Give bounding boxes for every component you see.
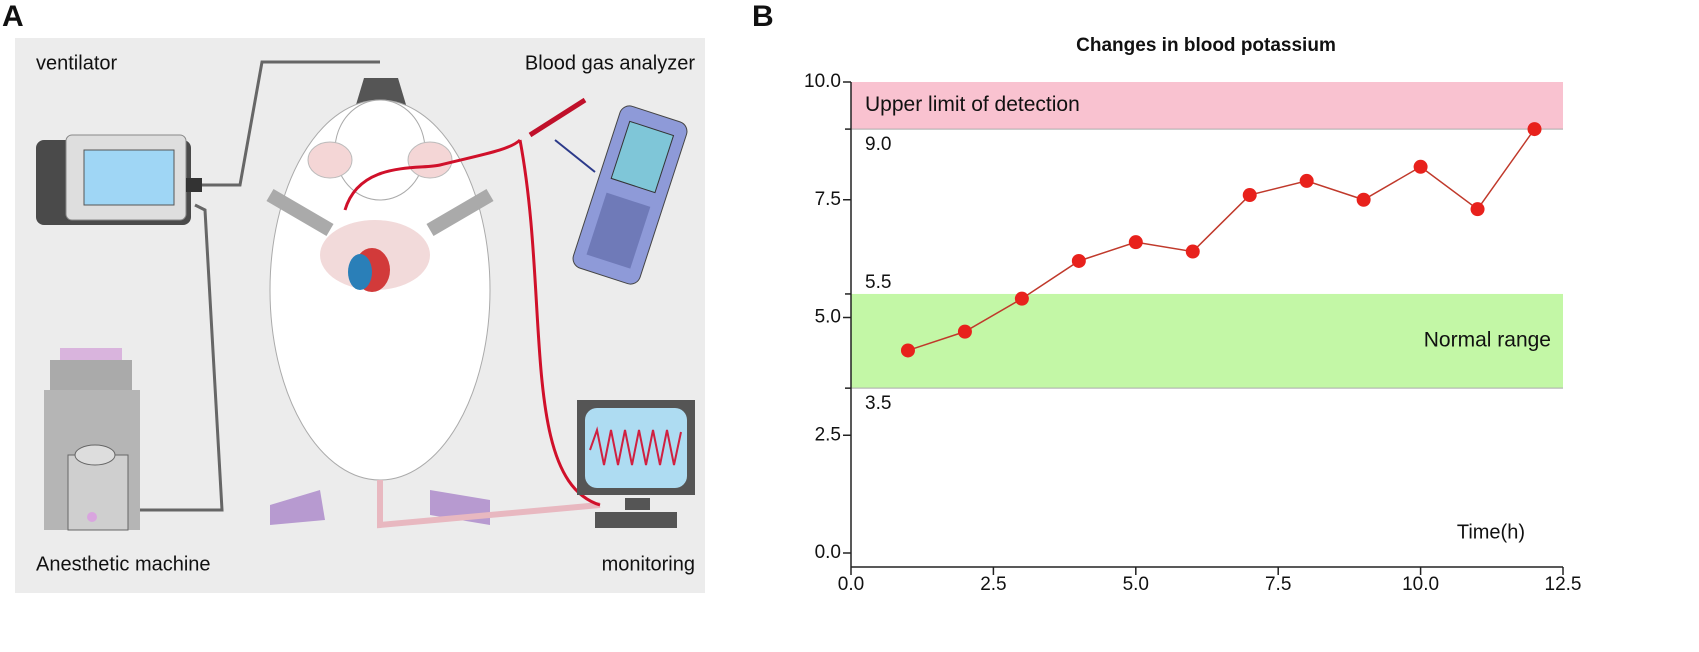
forelimb <box>266 188 494 237</box>
panel-a-illustration <box>15 38 705 593</box>
monitor-stand <box>625 498 650 510</box>
x-tick-label: 0.0 <box>838 574 864 595</box>
panel-label: B <box>752 0 774 33</box>
data-point <box>1185 244 1200 259</box>
keyboard <box>595 512 677 528</box>
data-point <box>900 343 915 358</box>
analyzer-keys <box>586 192 651 269</box>
y-tick-label: 10.0 <box>804 71 841 92</box>
band <box>851 82 1563 130</box>
data-point <box>1128 235 1143 250</box>
ear <box>407 141 453 179</box>
panel-label: A <box>2 0 24 33</box>
data-point <box>1527 122 1542 137</box>
tube <box>140 203 224 512</box>
machine-top <box>50 360 132 390</box>
vaporizer <box>67 454 129 531</box>
data-point <box>1356 192 1371 207</box>
connector <box>186 178 202 192</box>
device-label: monitoring <box>602 553 695 575</box>
hindlimbs <box>270 490 490 525</box>
device-label: ventilator <box>36 52 117 74</box>
x-axis-label: Time(h) <box>1457 521 1525 543</box>
data-point <box>957 324 972 339</box>
band <box>851 293 1563 389</box>
y-tick-label: 7.5 <box>815 189 841 210</box>
data-point <box>1299 173 1314 188</box>
chart-title: Changes in blood potassium <box>1076 35 1336 56</box>
data-point <box>1014 291 1029 306</box>
device-label: Blood gas analyzer <box>525 52 695 74</box>
x-tick-label: 12.5 <box>1545 574 1582 595</box>
x-tick-label: 2.5 <box>980 574 1006 595</box>
device-label: Anesthetic machine <box>36 553 211 575</box>
catheter <box>518 139 601 507</box>
ear <box>307 141 353 179</box>
band-edge-label: 3.5 <box>865 393 891 414</box>
arrow <box>554 139 596 173</box>
band-edge-label: 5.5 <box>865 272 891 293</box>
tail <box>377 480 601 529</box>
y-tick-label: 5.0 <box>815 307 841 328</box>
data-point <box>1242 188 1257 203</box>
y-tick-label: 2.5 <box>815 424 841 445</box>
data-point <box>1071 253 1086 268</box>
ventilator-screen <box>83 149 175 206</box>
dial <box>74 444 116 466</box>
catheter <box>343 138 522 211</box>
x-tick-label: 10.0 <box>1402 574 1439 595</box>
band-label: Upper limit of detection <box>865 93 1080 116</box>
y-tick-label: 0.0 <box>815 542 841 563</box>
data-point <box>1413 159 1428 174</box>
band-edge-label: 9.0 <box>865 134 891 155</box>
syringe <box>528 97 587 138</box>
analyzer-screen <box>610 120 675 194</box>
waveform <box>589 426 682 466</box>
series-line <box>907 128 1536 352</box>
knob <box>87 512 97 522</box>
data-point <box>1470 202 1485 217</box>
x-tick-label: 7.5 <box>1265 574 1291 595</box>
analyzer <box>572 105 688 285</box>
tube <box>200 60 380 187</box>
vaporizer-top <box>60 348 122 362</box>
x-tick-label: 5.0 <box>1123 574 1149 595</box>
band-label: Normal range <box>1424 329 1551 352</box>
heart-vessel <box>348 254 372 290</box>
